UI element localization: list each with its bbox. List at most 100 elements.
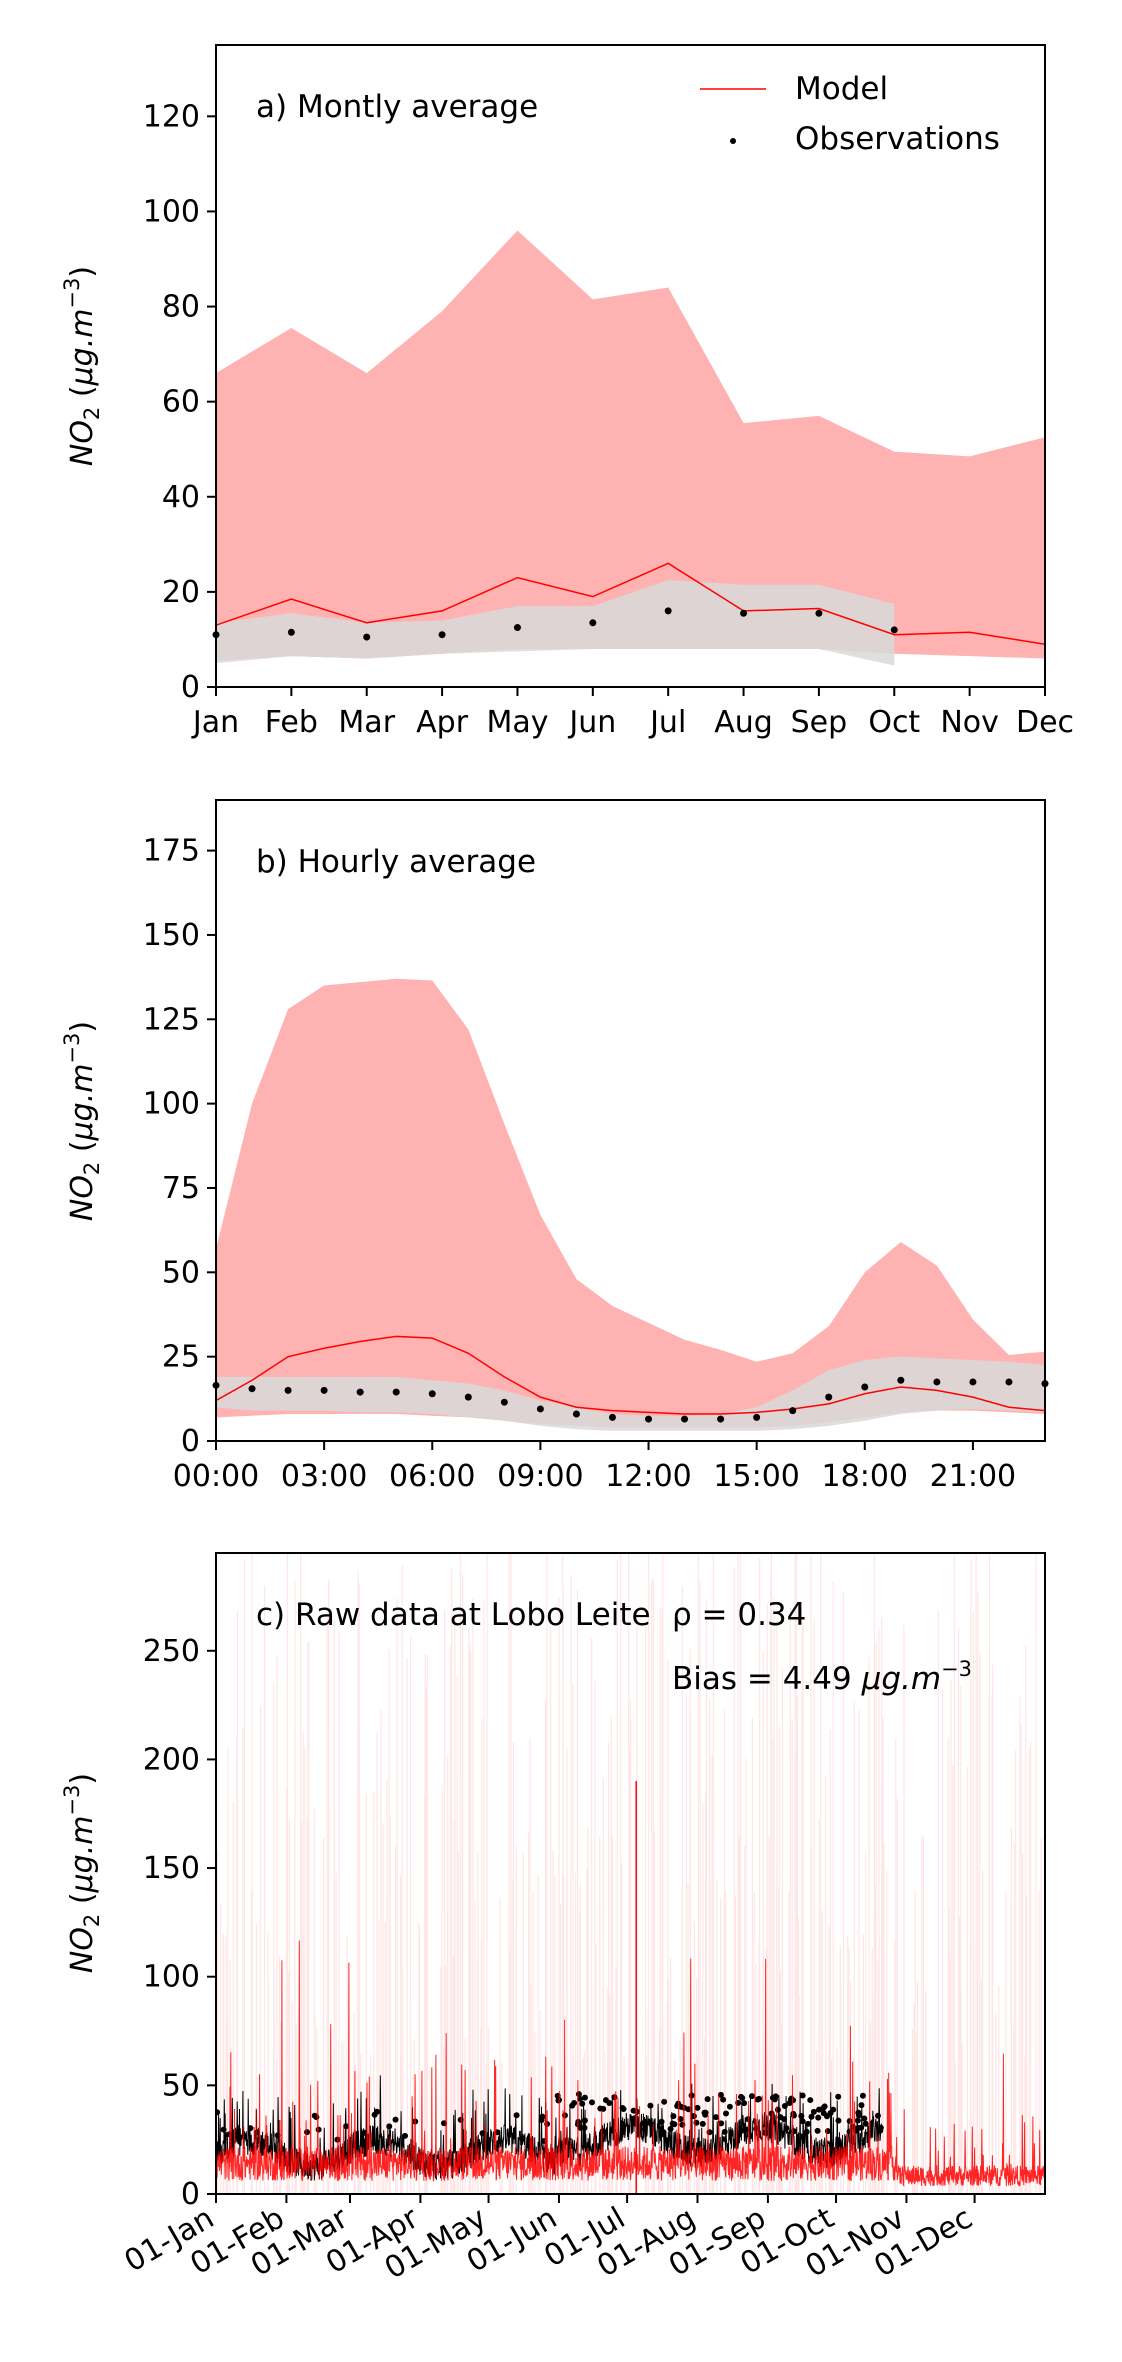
observation-point [438, 631, 446, 639]
plot-area [212, 230, 1046, 666]
observation-point [933, 1378, 941, 1386]
observation-point [343, 2123, 350, 2130]
observation-point [588, 2099, 595, 2106]
x-tick-label: 00:00 [173, 1459, 259, 1494]
observation-point [671, 2121, 678, 2128]
observation-point [713, 2114, 720, 2121]
observation-point [247, 2125, 254, 2132]
y-tick-label: 75 [162, 1171, 200, 1206]
observation-point [739, 2094, 746, 2101]
hourly-average-panel: b) Hourly average 0 25 50 75 100 125 150 175 00:… [60, 799, 1049, 1494]
plot-area [212, 978, 1049, 1431]
observation-point [661, 2098, 668, 2105]
observation-point [645, 1415, 653, 1423]
observation-point [753, 2125, 760, 2132]
observation-point [619, 2104, 626, 2111]
legend-observations-label: Observations [795, 121, 1000, 157]
observation-point [741, 2100, 748, 2107]
observation-point [241, 2132, 248, 2139]
axes-frame [215, 44, 1046, 688]
observation-point [969, 1378, 977, 1386]
observation-point [858, 2124, 865, 2131]
observation-point [386, 2123, 393, 2130]
observation-point [572, 1410, 580, 1418]
x-tick-label: Sep [791, 705, 848, 740]
observation-point [774, 2106, 781, 2113]
observation-point [577, 2095, 584, 2102]
y-tick-label: 150 [143, 1851, 200, 1886]
observation-point [311, 2112, 318, 2119]
observation-point [726, 2103, 733, 2110]
x-tick-label: Feb [265, 705, 318, 740]
observation-point [402, 2132, 409, 2139]
observation-point [769, 2094, 776, 2101]
observation-point [579, 2100, 586, 2107]
observation-point [858, 2102, 865, 2109]
x-tick-label: 09:00 [497, 1459, 583, 1494]
observation-point [694, 2104, 701, 2111]
observation-point [597, 2105, 604, 2112]
y-tick-label: 100 [143, 1960, 200, 1995]
x-tick-label: 15:00 [713, 1459, 799, 1494]
observation-point [320, 1386, 328, 1394]
x-tick-label: 12:00 [605, 1459, 691, 1494]
observation-point [753, 1413, 761, 1421]
observation-point [717, 2091, 724, 2098]
observation-point [315, 2126, 322, 2133]
observation-point [500, 1398, 508, 1406]
observation-point [371, 2111, 378, 2118]
observation-point [861, 2115, 868, 2122]
observation-point [756, 2095, 763, 2102]
legend-observations-marker [730, 138, 736, 144]
x-tick-label: Mar [338, 705, 395, 740]
observation-point [457, 2116, 464, 2123]
observation-point [799, 2118, 806, 2125]
observation-point [740, 609, 748, 617]
observation-point [667, 2125, 674, 2132]
y-tick-label: 100 [143, 1087, 200, 1122]
observation-point [874, 2112, 881, 2119]
observation-point [748, 2093, 755, 2100]
observation-point [815, 609, 823, 617]
observation-point [571, 2099, 578, 2106]
observation-point [690, 2113, 697, 2120]
legend-model-label: Model [795, 71, 888, 107]
observation-point [859, 2092, 866, 2099]
observation-point [538, 2117, 545, 2124]
y-tick-label: 250 [143, 1634, 200, 1669]
axes-ticks: 0 20 40 60 80 100 120 Jan Feb Mar Apr May Jun Jul Aug S… [143, 99, 1074, 740]
observation-point [824, 2128, 831, 2135]
y-tick-label: 80 [162, 290, 200, 325]
observation-point [519, 2135, 526, 2142]
observation-point [890, 626, 898, 634]
model-range-band [216, 978, 1045, 1428]
x-tick-label: Nov [940, 705, 999, 740]
observation-point [835, 2117, 842, 2124]
observation-point [220, 2126, 227, 2133]
y-axis-label: NO2 (μg.m−3) [60, 1773, 104, 1973]
observation-point [721, 2128, 728, 2135]
plot-area [216, 1553, 1045, 2194]
x-tick-label: Dec [1016, 705, 1074, 740]
observation-point [428, 1390, 436, 1398]
observation-point [699, 2120, 706, 2127]
observation-point [835, 2093, 842, 2100]
observation-point [821, 2103, 828, 2110]
observation-point [361, 2129, 368, 2136]
observation-point [688, 2092, 695, 2099]
observation-point [284, 1386, 292, 1394]
axes-frame [215, 1552, 1046, 2195]
panel-label: a) Montly average [256, 89, 538, 125]
x-tick-label: 06:00 [389, 1459, 475, 1494]
observation-point [825, 1393, 833, 1401]
observation-point [363, 633, 371, 641]
observations-range-band [216, 580, 895, 666]
observation-point [717, 1415, 725, 1423]
x-tick-label: 03:00 [281, 1459, 367, 1494]
observation-point [356, 1388, 364, 1396]
model-range-band [216, 230, 1045, 661]
y-tick-label: 40 [162, 480, 200, 515]
model-spread-spikes [217, 1553, 1042, 2194]
observation-point [664, 607, 672, 615]
y-tick-label: 120 [143, 99, 200, 134]
